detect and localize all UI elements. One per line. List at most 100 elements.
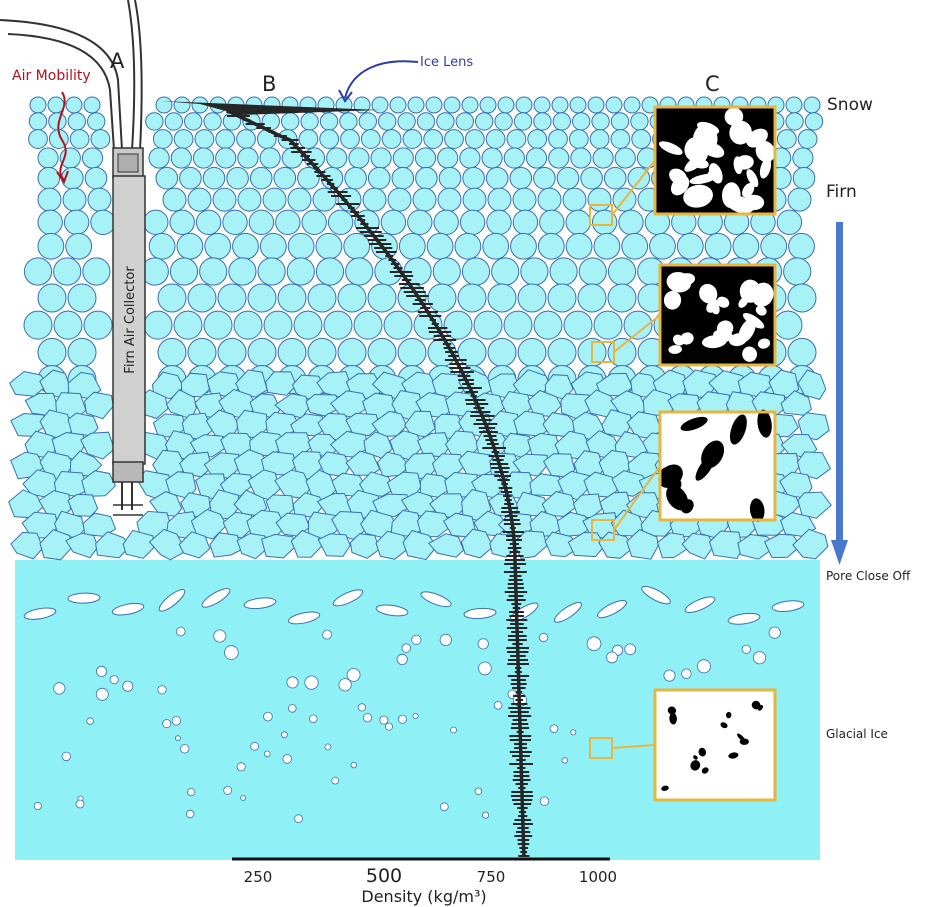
snow-grain	[454, 232, 482, 260]
air-bubble	[439, 802, 449, 812]
snow-grain	[497, 96, 515, 114]
label-b: B	[262, 72, 276, 96]
snow-grain	[247, 283, 277, 313]
snow-grain	[226, 166, 249, 190]
air-bubble	[493, 700, 503, 710]
snow-grain	[301, 209, 327, 236]
snow-grain	[704, 232, 732, 260]
snow-grain	[69, 129, 90, 149]
air-bubble	[322, 629, 333, 640]
snow-grain	[509, 166, 533, 190]
snow-grain	[621, 232, 649, 260]
firn-block	[190, 508, 228, 540]
snow-grain	[287, 232, 315, 260]
microstructure-inset	[589, 688, 777, 802]
snow-grain	[562, 187, 587, 212]
snow-grain	[537, 187, 562, 212]
firn-block	[428, 533, 465, 558]
air-bubble	[179, 744, 190, 754]
microstructure-inset	[591, 409, 777, 541]
air-bubble	[96, 665, 108, 677]
snow-grain	[462, 166, 485, 190]
snow-grain	[300, 112, 319, 131]
snow-grain	[623, 96, 641, 114]
snow-grain	[444, 129, 464, 149]
snow-grain	[649, 232, 676, 260]
air-bubble	[752, 651, 767, 665]
air-bubble	[474, 787, 483, 795]
snow-grain	[360, 129, 381, 149]
microstructure-insets	[589, 105, 777, 802]
snow-grain	[362, 187, 387, 212]
air-bubble	[187, 787, 196, 797]
firn-block	[67, 412, 99, 437]
collector-label: Firn Air Collector	[123, 266, 138, 374]
snow-grain	[90, 129, 111, 149]
snow-grain	[370, 147, 392, 169]
snow-grain	[371, 96, 389, 114]
snow-grain	[143, 209, 169, 236]
snow-grain	[485, 166, 509, 190]
air-bubble	[122, 680, 134, 692]
air-bubble	[439, 633, 452, 647]
snow-grain	[517, 337, 547, 367]
air-bubble	[384, 722, 393, 731]
snow-grain	[344, 166, 367, 190]
air-bubble	[538, 632, 549, 643]
snow-grain	[804, 112, 824, 131]
snow-grain	[348, 147, 370, 169]
snow-grain	[539, 209, 565, 236]
firn-block	[416, 510, 453, 538]
snow-grain	[53, 310, 83, 340]
snow-grain	[787, 283, 817, 313]
snow-grain	[547, 337, 577, 367]
snow-grain	[237, 187, 262, 212]
air-bubble	[338, 678, 352, 692]
firn-block	[209, 532, 242, 558]
snow-grain	[676, 232, 704, 260]
snow-grain	[437, 147, 459, 169]
firn-block	[763, 533, 802, 559]
snow-grain	[37, 209, 63, 236]
air-bubble	[477, 638, 489, 650]
snow-grain	[785, 112, 804, 131]
snow-grain	[565, 209, 591, 236]
snow-grain	[787, 337, 817, 367]
pore-sliver	[463, 607, 497, 620]
air-bubble	[236, 762, 246, 772]
snow-grain	[28, 112, 48, 131]
air-bubble	[681, 668, 692, 679]
snow-grain	[323, 310, 353, 340]
snow-grain	[563, 310, 593, 340]
snow-grain	[397, 337, 427, 367]
snow-grain	[589, 129, 610, 149]
snow-grain	[259, 232, 287, 260]
air-bubble	[357, 703, 366, 712]
snow-grain	[788, 232, 815, 260]
pore-sliver	[243, 597, 277, 610]
snow-grain	[340, 129, 360, 149]
snow-grain	[169, 257, 199, 286]
snow-grain	[773, 310, 803, 340]
snow-grain	[503, 310, 533, 340]
close-off-pores	[23, 585, 805, 625]
snow-grain	[237, 147, 259, 169]
pore-sliver	[684, 596, 716, 613]
snow-grain	[192, 147, 215, 169]
snow-grain	[457, 283, 487, 313]
snow-grain	[307, 283, 337, 313]
snow-grain	[776, 129, 797, 149]
air-bubble	[549, 724, 559, 733]
snow-grain	[326, 147, 348, 169]
snow-grain	[548, 147, 570, 169]
air-bubble	[362, 713, 373, 723]
snow-grain	[610, 129, 631, 149]
snow-grain	[475, 112, 494, 131]
air-bubble	[324, 743, 332, 751]
axis-label: Density (kg/m³)	[361, 887, 486, 906]
snow-grain	[380, 209, 407, 236]
snow-grain	[610, 112, 630, 131]
pore-sliver	[67, 592, 101, 604]
snow-grain	[591, 112, 610, 131]
snow-grain	[232, 232, 259, 260]
